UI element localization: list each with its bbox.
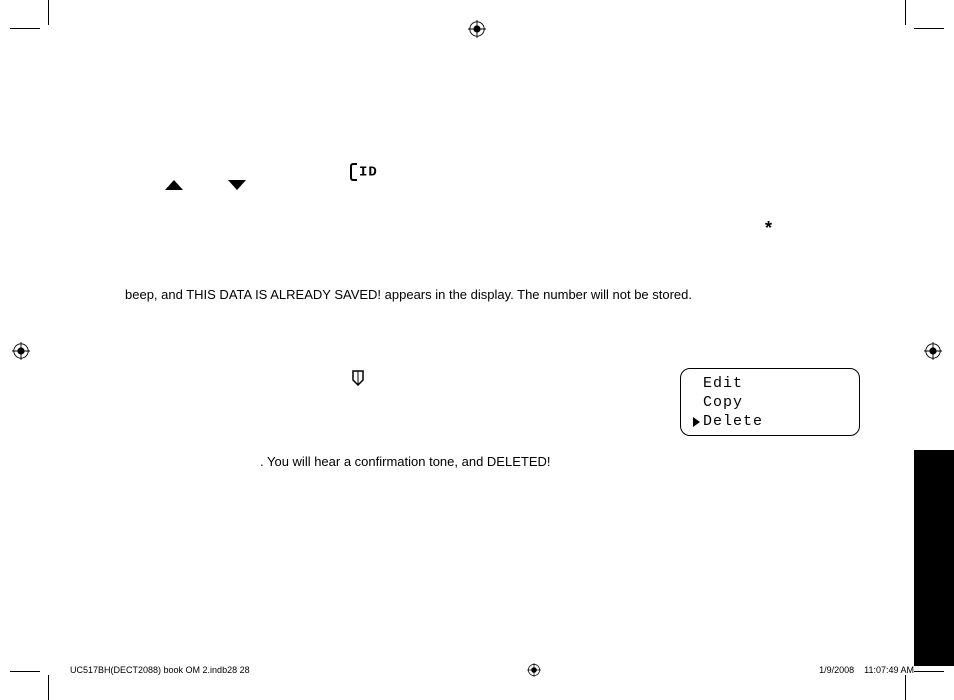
crop-mark xyxy=(10,671,40,672)
lcd-display: Edit Copy Delete xyxy=(680,368,860,436)
crop-mark xyxy=(48,0,49,25)
crop-mark xyxy=(914,28,944,29)
arrow-up-icon xyxy=(165,180,183,190)
crop-mark xyxy=(905,675,906,700)
crop-mark xyxy=(10,28,40,29)
footer-time: 11:07:49 AM xyxy=(864,665,914,675)
crop-mark xyxy=(914,671,944,672)
arrow-down-icon xyxy=(228,180,246,190)
lcd-row: Edit xyxy=(693,375,847,394)
registration-mark-icon xyxy=(468,20,486,38)
footer-filename: UC517BH(DECT2088) book OM 2.indb28 28 xyxy=(70,665,250,675)
print-footer: UC517BH(DECT2088) book OM 2.indb28 28 1/… xyxy=(70,663,914,677)
lcd-row: Delete xyxy=(693,413,847,432)
body-paragraph: . You will hear a confirmation tone, and… xyxy=(260,452,760,472)
id-icon: ID xyxy=(350,163,378,181)
body-paragraph: beep, and THIS DATA IS ALREADY SAVED! ap… xyxy=(125,285,845,305)
registration-mark-icon xyxy=(527,663,541,677)
lcd-option-delete: Delete xyxy=(703,413,763,432)
crop-mark xyxy=(905,0,906,25)
page-edge-tab xyxy=(914,450,954,666)
badge-outline-icon xyxy=(351,370,365,386)
page-content: ID * beep, and THIS DATA IS ALREADY SAVE… xyxy=(70,60,884,640)
lcd-option-copy: Copy xyxy=(703,394,743,413)
lcd-cursor-icon xyxy=(693,417,700,427)
lcd-row: Copy xyxy=(693,394,847,413)
asterisk-icon: * xyxy=(765,218,772,239)
lcd-option-edit: Edit xyxy=(703,375,743,394)
footer-date: 1/9/2008 xyxy=(819,665,854,675)
registration-mark-icon xyxy=(12,342,30,360)
registration-mark-icon xyxy=(924,342,942,360)
crop-mark xyxy=(48,675,49,700)
